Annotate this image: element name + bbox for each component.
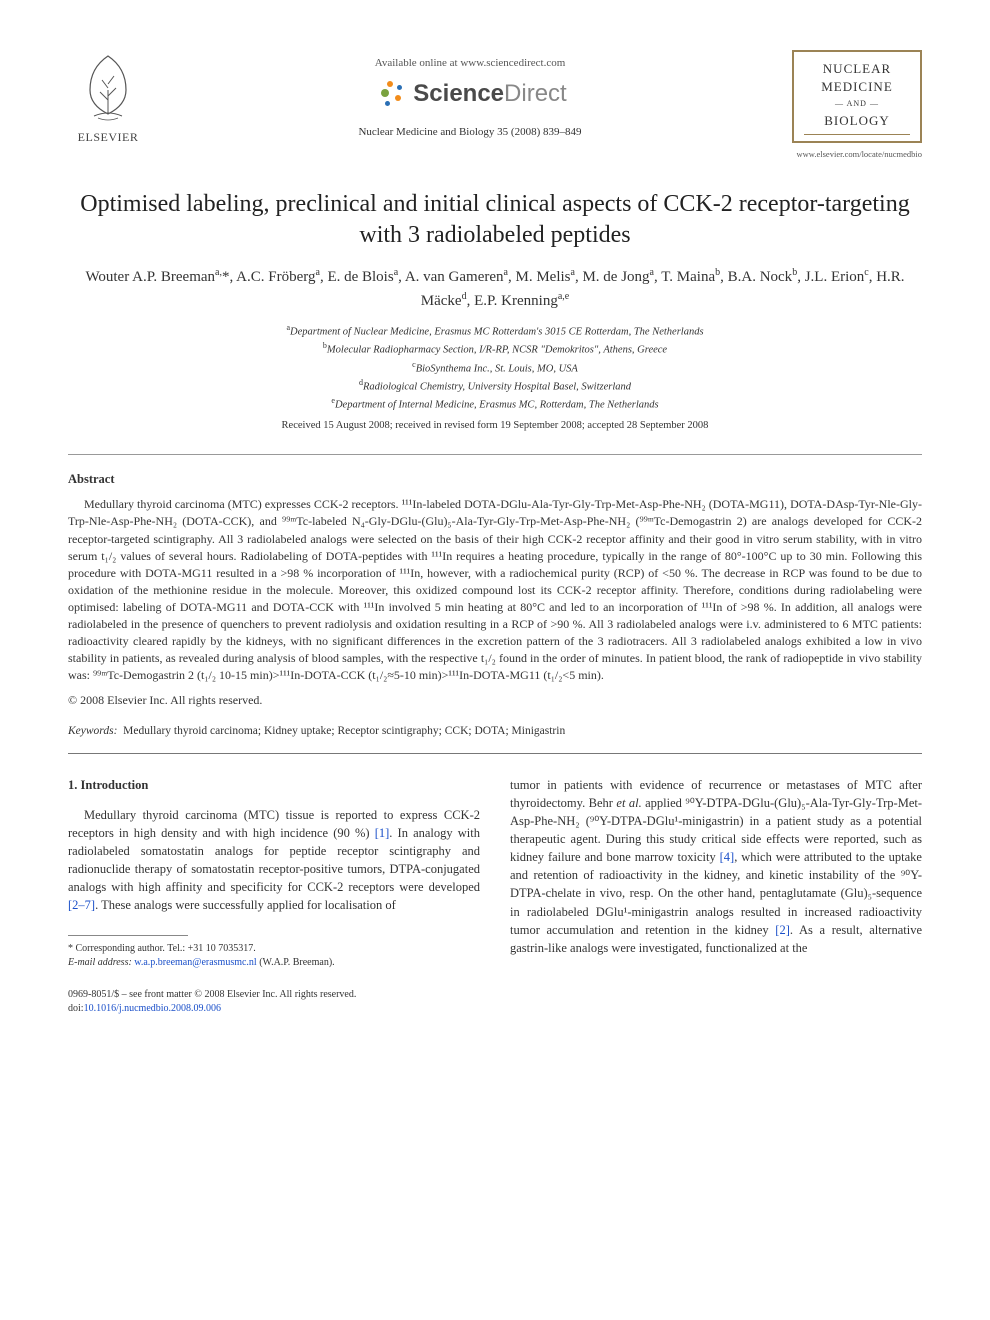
ref-link[interactable]: [2–7]	[68, 898, 95, 912]
sciencedirect-wordmark: ScienceDirect	[413, 77, 566, 111]
available-online-text: Available online at www.sciencedirect.co…	[148, 56, 792, 71]
jb-and: — AND —	[800, 96, 914, 111]
abstract-body: Medullary thyroid carcinoma (MTC) expres…	[68, 496, 922, 683]
journal-reference: Nuclear Medicine and Biology 35 (2008) 8…	[148, 125, 792, 140]
column-right: tumor in patients with evidence of recur…	[510, 776, 922, 1017]
email-footnote: E-mail address: w.a.p.breeman@erasmusmc.…	[68, 956, 480, 970]
email-who: (W.A.P. Breeman).	[259, 957, 334, 968]
ref-link[interactable]: [4]	[720, 850, 735, 864]
authors-line: Wouter A.P. Breemana,*, A.C. Fröberga, E…	[68, 265, 922, 312]
article-title: Optimised labeling, preclinical and init…	[68, 189, 922, 251]
issn-line: 0969-8051/$ – see front matter © 2008 El…	[68, 988, 480, 1003]
footer-block: 0969-8051/$ – see front matter © 2008 El…	[68, 988, 480, 1017]
sciencedirect-logo: ScienceDirect	[148, 77, 792, 111]
intro-para-1: Medullary thyroid carcinoma (MTC) tissue…	[68, 806, 480, 915]
sd-dots-icon	[373, 79, 407, 109]
elsevier-wordmark: ELSEVIER	[68, 129, 148, 146]
affiliations: aDepartment of Nuclear Medicine, Erasmus…	[68, 322, 922, 413]
journal-url[interactable]: www.elsevier.com/locate/nucmedbio	[792, 149, 922, 161]
footnote-rule	[68, 935, 188, 936]
copyright-line: © 2008 Elsevier Inc. All rights reserved…	[68, 692, 922, 709]
abstract-heading: Abstract	[68, 471, 922, 489]
column-left: 1. Introduction Medullary thyroid carcin…	[68, 776, 480, 1017]
doi-link[interactable]: 10.1016/j.nucmedbio.2008.09.006	[84, 1003, 222, 1014]
journal-box-wrapper: NUCLEAR MEDICINE — AND — BIOLOGY www.els…	[792, 50, 922, 161]
keywords-label: Keywords:	[68, 725, 117, 737]
keywords-line: Keywords: Medullary thyroid carcinoma; K…	[68, 723, 922, 739]
email-label: E-mail address:	[68, 957, 132, 968]
jb-rule	[804, 134, 910, 135]
intro-heading: 1. Introduction	[68, 776, 480, 794]
body-columns: 1. Introduction Medullary thyroid carcin…	[68, 776, 922, 1017]
rule-below-keywords	[68, 753, 922, 754]
email-link[interactable]: w.a.p.breeman@erasmusmc.nl	[134, 957, 256, 968]
rule-above-abstract	[68, 454, 922, 455]
jb-nuclear: NUCLEAR	[800, 60, 914, 78]
header-row: ELSEVIER Available online at www.science…	[68, 50, 922, 161]
keywords-text: Medullary thyroid carcinoma; Kidney upta…	[123, 725, 565, 737]
ref-link[interactable]: [2]	[775, 923, 790, 937]
center-header: Available online at www.sciencedirect.co…	[148, 50, 792, 140]
corresponding-author-footnote: * Corresponding author. Tel.: +31 10 703…	[68, 942, 480, 956]
page: ELSEVIER Available online at www.science…	[0, 0, 990, 1057]
article-dates: Received 15 August 2008; received in rev…	[68, 419, 922, 434]
doi-line: doi:10.1016/j.nucmedbio.2008.09.006	[68, 1002, 480, 1017]
jb-biology: BIOLOGY	[800, 112, 914, 130]
journal-cover-box: NUCLEAR MEDICINE — AND — BIOLOGY	[792, 50, 922, 143]
elsevier-tree-icon	[76, 50, 140, 122]
elsevier-logo: ELSEVIER	[68, 50, 148, 146]
intro-para-2: tumor in patients with evidence of recur…	[510, 776, 922, 957]
ref-link[interactable]: [1]	[375, 826, 390, 840]
jb-medicine: MEDICINE	[800, 78, 914, 96]
